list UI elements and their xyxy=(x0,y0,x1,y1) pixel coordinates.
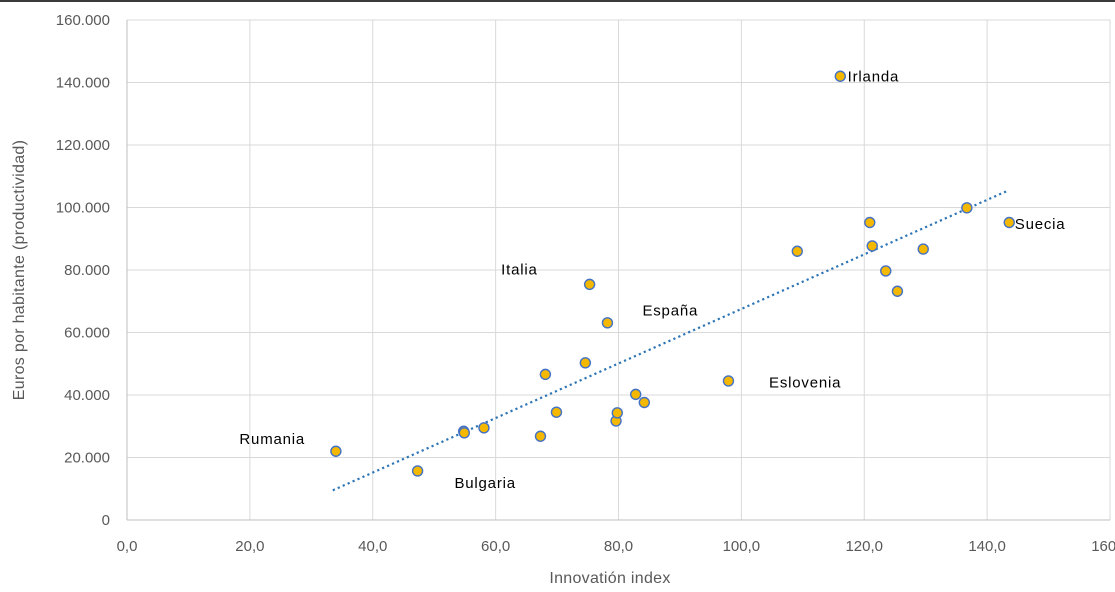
data-point xyxy=(917,243,929,255)
y-tick-label: 140.000 xyxy=(56,75,110,92)
y-tick-label: 0 xyxy=(102,512,110,529)
x-tick-label: 100,0 xyxy=(723,538,761,555)
data-point xyxy=(601,317,614,329)
y-tick-label: 20.000 xyxy=(64,450,110,467)
x-tick-label: 120,0 xyxy=(845,538,883,555)
data-point xyxy=(611,407,623,419)
y-tick-label: 80.000 xyxy=(64,262,110,279)
y-axis-title: Euros por habitante (productividad) xyxy=(11,140,28,400)
x-axis-ticks: 0,0 20,0 40,0 60,0 80,0 100,0 120,0 140,0 160,0 xyxy=(117,538,1115,555)
point-label: Irlanda xyxy=(848,68,899,85)
trendline xyxy=(332,189,1010,492)
data-point xyxy=(880,265,892,277)
data-point xyxy=(630,388,642,401)
y-tick-label: 120.000 xyxy=(56,137,110,154)
data-point xyxy=(583,278,596,291)
data-point xyxy=(866,240,878,252)
data-point xyxy=(961,202,973,214)
point-label: Eslovenia xyxy=(769,375,841,392)
point-label: Suecia xyxy=(1015,216,1066,233)
data-point xyxy=(579,357,592,369)
data-point xyxy=(539,368,552,381)
x-tick-label: 160,0 xyxy=(1091,538,1115,555)
data-point xyxy=(411,465,424,477)
x-tick-label: 40,0 xyxy=(358,538,387,555)
point-label: Bulgaria xyxy=(454,475,515,492)
data-point xyxy=(458,427,470,439)
data-point xyxy=(791,245,803,257)
y-tick-label: 160.000 xyxy=(56,12,110,29)
y-tick-label: 60.000 xyxy=(64,325,110,342)
y-axis-ticks: 0 20.000 40.000 60.000 80.000 100.000 120.000 1… xyxy=(56,12,110,529)
data-point xyxy=(478,422,490,434)
gridlines xyxy=(127,19,1111,520)
x-tick-label: 140,0 xyxy=(968,538,1006,555)
data-point xyxy=(864,216,876,229)
x-axis-title: Innovatión index xyxy=(549,570,670,587)
point-label: España xyxy=(642,302,698,319)
data-point xyxy=(330,445,342,457)
data-point xyxy=(638,396,651,409)
axes xyxy=(126,20,1110,521)
data-point xyxy=(834,70,846,82)
data-point xyxy=(891,285,904,297)
x-tick-label: 20,0 xyxy=(235,538,264,555)
point-label: Rumania xyxy=(239,431,305,448)
x-tick-label: 0,0 xyxy=(117,538,138,555)
data-point xyxy=(550,406,563,418)
data-point xyxy=(722,375,735,387)
x-tick-label: 80,0 xyxy=(604,538,633,555)
point-labels: Irlanda Suecia Italia España Eslovenia Rumani… xyxy=(239,68,1066,492)
data-points xyxy=(330,70,1015,477)
y-tick-label: 100.000 xyxy=(56,200,110,217)
y-tick-label: 40.000 xyxy=(64,387,110,404)
data-point xyxy=(1003,216,1015,229)
x-tick-label: 60,0 xyxy=(481,538,510,555)
point-label: Italia xyxy=(501,262,538,279)
data-point xyxy=(534,430,547,442)
